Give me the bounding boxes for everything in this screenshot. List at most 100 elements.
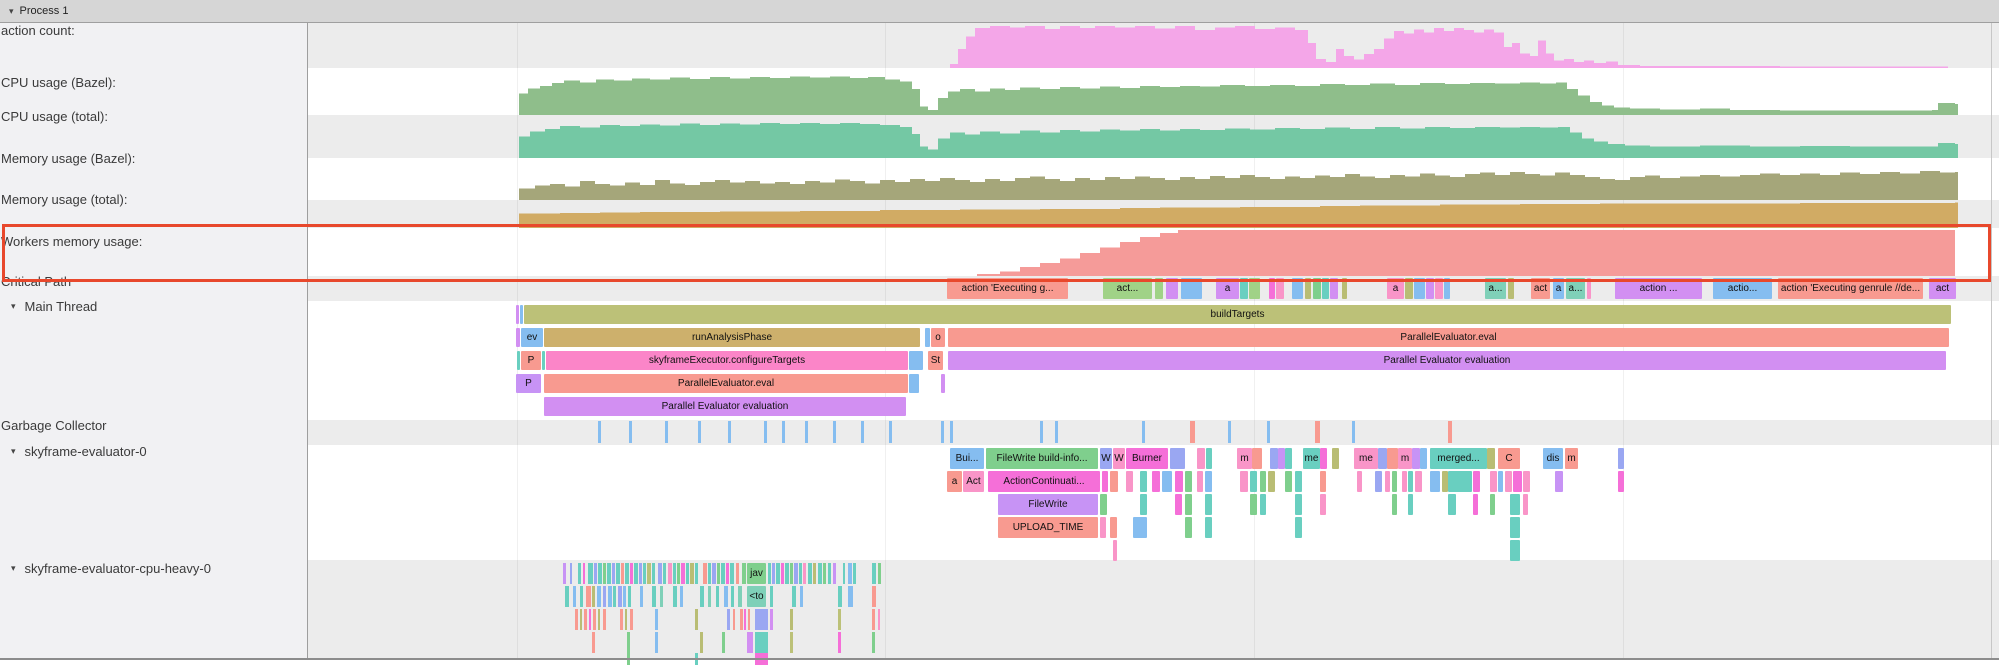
- skyframe-evaluator-0-upload-time[interactable]: UPLOAD_TIME: [998, 517, 1098, 538]
- critical-path-a[interactable]: a...: [1485, 278, 1506, 299]
- cpu-heavy-stripe-88: [584, 609, 587, 630]
- cpu-heavy-stripe-37: [768, 563, 771, 584]
- skyframe-evaluator-0-slice-19: [1320, 471, 1326, 492]
- skyframe-evaluator-0-merged[interactable]: merged...: [1430, 448, 1487, 469]
- critical-path-a[interactable]: a: [1216, 278, 1239, 299]
- critical-path-slice-7: [1249, 278, 1260, 299]
- cpu-heavy-stripe-55: [872, 563, 876, 584]
- main-thread-parallel-evaluator-evaluation[interactable]: Parallel Evaluator evaluation: [544, 397, 906, 416]
- cpu-heavy-jav[interactable]: jav: [747, 563, 766, 584]
- cpu-heavy-stripe-18: [652, 563, 655, 584]
- skyframe-evaluator-0-slice-9: [1320, 494, 1326, 515]
- main-thread-parallelevaluator-eval[interactable]: ParallelEvaluator.eval: [948, 328, 1949, 347]
- critical-path-action-executing-genrule-de[interactable]: action 'Executing genrule //de...: [1778, 278, 1923, 299]
- cpu-heavy-stripe-89: [589, 609, 591, 630]
- skyframe-evaluator-0-slice-5: [1205, 494, 1212, 515]
- skyframe-evaluator-0-slice-16: [1268, 471, 1275, 492]
- track-label: action count:: [1, 23, 75, 38]
- skyframe-evaluator-0-w[interactable]: W: [1100, 448, 1112, 469]
- cpu-heavy-stripe-31: [717, 563, 720, 584]
- skyframe-evaluator-0-slice-10: [1270, 448, 1278, 469]
- process-header[interactable]: ▾ Process 1: [0, 0, 1999, 23]
- critical-path-a[interactable]: a: [1387, 278, 1404, 299]
- main-thread-slice-2: [542, 351, 545, 370]
- skyframe-evaluator-0-a[interactable]: a: [947, 471, 962, 492]
- collapse-triangle-icon[interactable]: ▾: [9, 5, 14, 16]
- main-thread-skyframeexecutor-configuretargets[interactable]: skyframeExecutor.configureTargets: [546, 351, 908, 370]
- skyframe-evaluator-0-actioncontinuati[interactable]: ActionContinuati...: [988, 471, 1100, 492]
- critical-path-slice-8: [1269, 278, 1275, 299]
- main-thread-parallel-evaluator-evaluation[interactable]: Parallel Evaluator evaluation: [948, 351, 1946, 370]
- gc-tick-14: [1055, 421, 1058, 443]
- skyframe-evaluator-0-slice-7: [1206, 448, 1212, 469]
- cpu-heavy-stripe-20: [663, 563, 666, 584]
- main-thread-o[interactable]: o: [931, 328, 945, 347]
- skyframe-evaluator-0-slice-11: [1197, 471, 1203, 492]
- skyframe-evaluator-0-c[interactable]: C: [1498, 448, 1520, 469]
- main-thread-ev[interactable]: ev: [521, 328, 543, 347]
- main-thread-parallelevaluator-eval[interactable]: ParallelEvaluator.eval: [544, 374, 908, 393]
- skyframe-evaluator-0-act[interactable]: Act: [963, 471, 984, 492]
- skyframe-evaluator-0-slice-31: [1490, 471, 1497, 492]
- cpu-heavy-stripe-58: [573, 586, 576, 607]
- sidebar-item-cpu-usage-bazel: CPU usage (Bazel):: [0, 74, 300, 91]
- cpu-heavy-stripe-33: [726, 563, 729, 584]
- gc-tick-19: [1315, 421, 1320, 443]
- cpu-heavy-stripe-87: [580, 609, 582, 630]
- main-thread-p[interactable]: P: [516, 374, 541, 393]
- skyframe-evaluator-0-slice-14: [1490, 494, 1495, 515]
- skyframe-evaluator-0-slice-20: [1412, 448, 1420, 469]
- main-thread-st[interactable]: St: [928, 351, 943, 370]
- skyframe-evaluator-0-w[interactable]: W: [1113, 448, 1125, 469]
- critical-path-a[interactable]: a...: [1566, 278, 1585, 299]
- track-label: skyframe-evaluator-0: [24, 444, 147, 459]
- skyframe-evaluator-0-burner[interactable]: Burner: [1126, 448, 1168, 469]
- skyframe-evaluator-0-slice-4: [1185, 494, 1192, 515]
- cpu-heavy-stripe-17: [647, 563, 651, 584]
- critical-path-action[interactable]: action ...: [1615, 278, 1702, 299]
- collapse-triangle-icon[interactable]: ▾: [11, 446, 16, 456]
- skyframe-evaluator-0-slice-27: [1430, 471, 1440, 492]
- critical-path-action-executing-g[interactable]: action 'Executing g...: [947, 278, 1068, 299]
- main-thread-buildtargets[interactable]: buildTargets: [524, 305, 1951, 324]
- skyframe-evaluator-0-slice-22: [1385, 471, 1390, 492]
- skyframe-evaluator-0-slice-21: [1375, 471, 1382, 492]
- critical-path-act[interactable]: act...: [1103, 278, 1152, 299]
- skyframe-evaluator-0-filewrite-build-info[interactable]: FileWrite build-info...: [986, 448, 1098, 469]
- skyframe-evaluator-0-bui[interactable]: Bui...: [950, 448, 984, 469]
- skyframe-evaluator-0-m[interactable]: m: [1237, 448, 1252, 469]
- cpu-heavy-stripe-74: [700, 586, 704, 607]
- critical-path-act[interactable]: act: [1929, 278, 1956, 299]
- collapse-triangle-icon[interactable]: ▾: [11, 563, 16, 573]
- cpu-heavy--to[interactable]: <to: [747, 586, 766, 607]
- collapse-triangle-icon[interactable]: ▾: [11, 301, 16, 311]
- skyframe-evaluator-0-me[interactable]: me: [1303, 448, 1320, 469]
- critical-path-actio[interactable]: actio...: [1713, 278, 1772, 299]
- sidebar-item-skyframe-evaluator-cpu-heavy-0[interactable]: ▾ skyframe-evaluator-cpu-heavy-0: [0, 560, 300, 577]
- sidebar-item-skyframe-evaluator-0[interactable]: ▾ skyframe-evaluator-0: [0, 443, 300, 460]
- critical-path-slice-19: [1426, 278, 1434, 299]
- cpu-heavy-stripe-93: [620, 609, 623, 630]
- sidebar-item-main-thread[interactable]: ▾ Main Thread: [0, 298, 300, 315]
- skyframe-evaluator-0-slice-1: [1510, 540, 1520, 561]
- cpu-heavy-stripe-96: [655, 609, 658, 630]
- critical-path-slice-2: [1155, 278, 1163, 299]
- track-row-8: [0, 420, 1999, 445]
- skyframe-evaluator-0-filewrite[interactable]: FileWrite: [998, 494, 1098, 515]
- cpu-heavy-stripe-97: [695, 609, 698, 630]
- skyframe-evaluator-0-m[interactable]: m: [1565, 448, 1578, 469]
- gc-tick-0: [598, 421, 601, 443]
- critical-path-a[interactable]: a: [1553, 278, 1564, 299]
- skyframe-evaluator-0-m[interactable]: m: [1398, 448, 1412, 469]
- main-thread-p[interactable]: P: [521, 351, 541, 370]
- critical-path-act[interactable]: act: [1531, 278, 1550, 299]
- skyframe-evaluator-0-me[interactable]: me: [1354, 448, 1378, 469]
- main-thread-runanalysisphase[interactable]: runAnalysisPhase: [544, 328, 920, 347]
- skyframe-evaluator-0-dis[interactable]: dis: [1543, 448, 1563, 469]
